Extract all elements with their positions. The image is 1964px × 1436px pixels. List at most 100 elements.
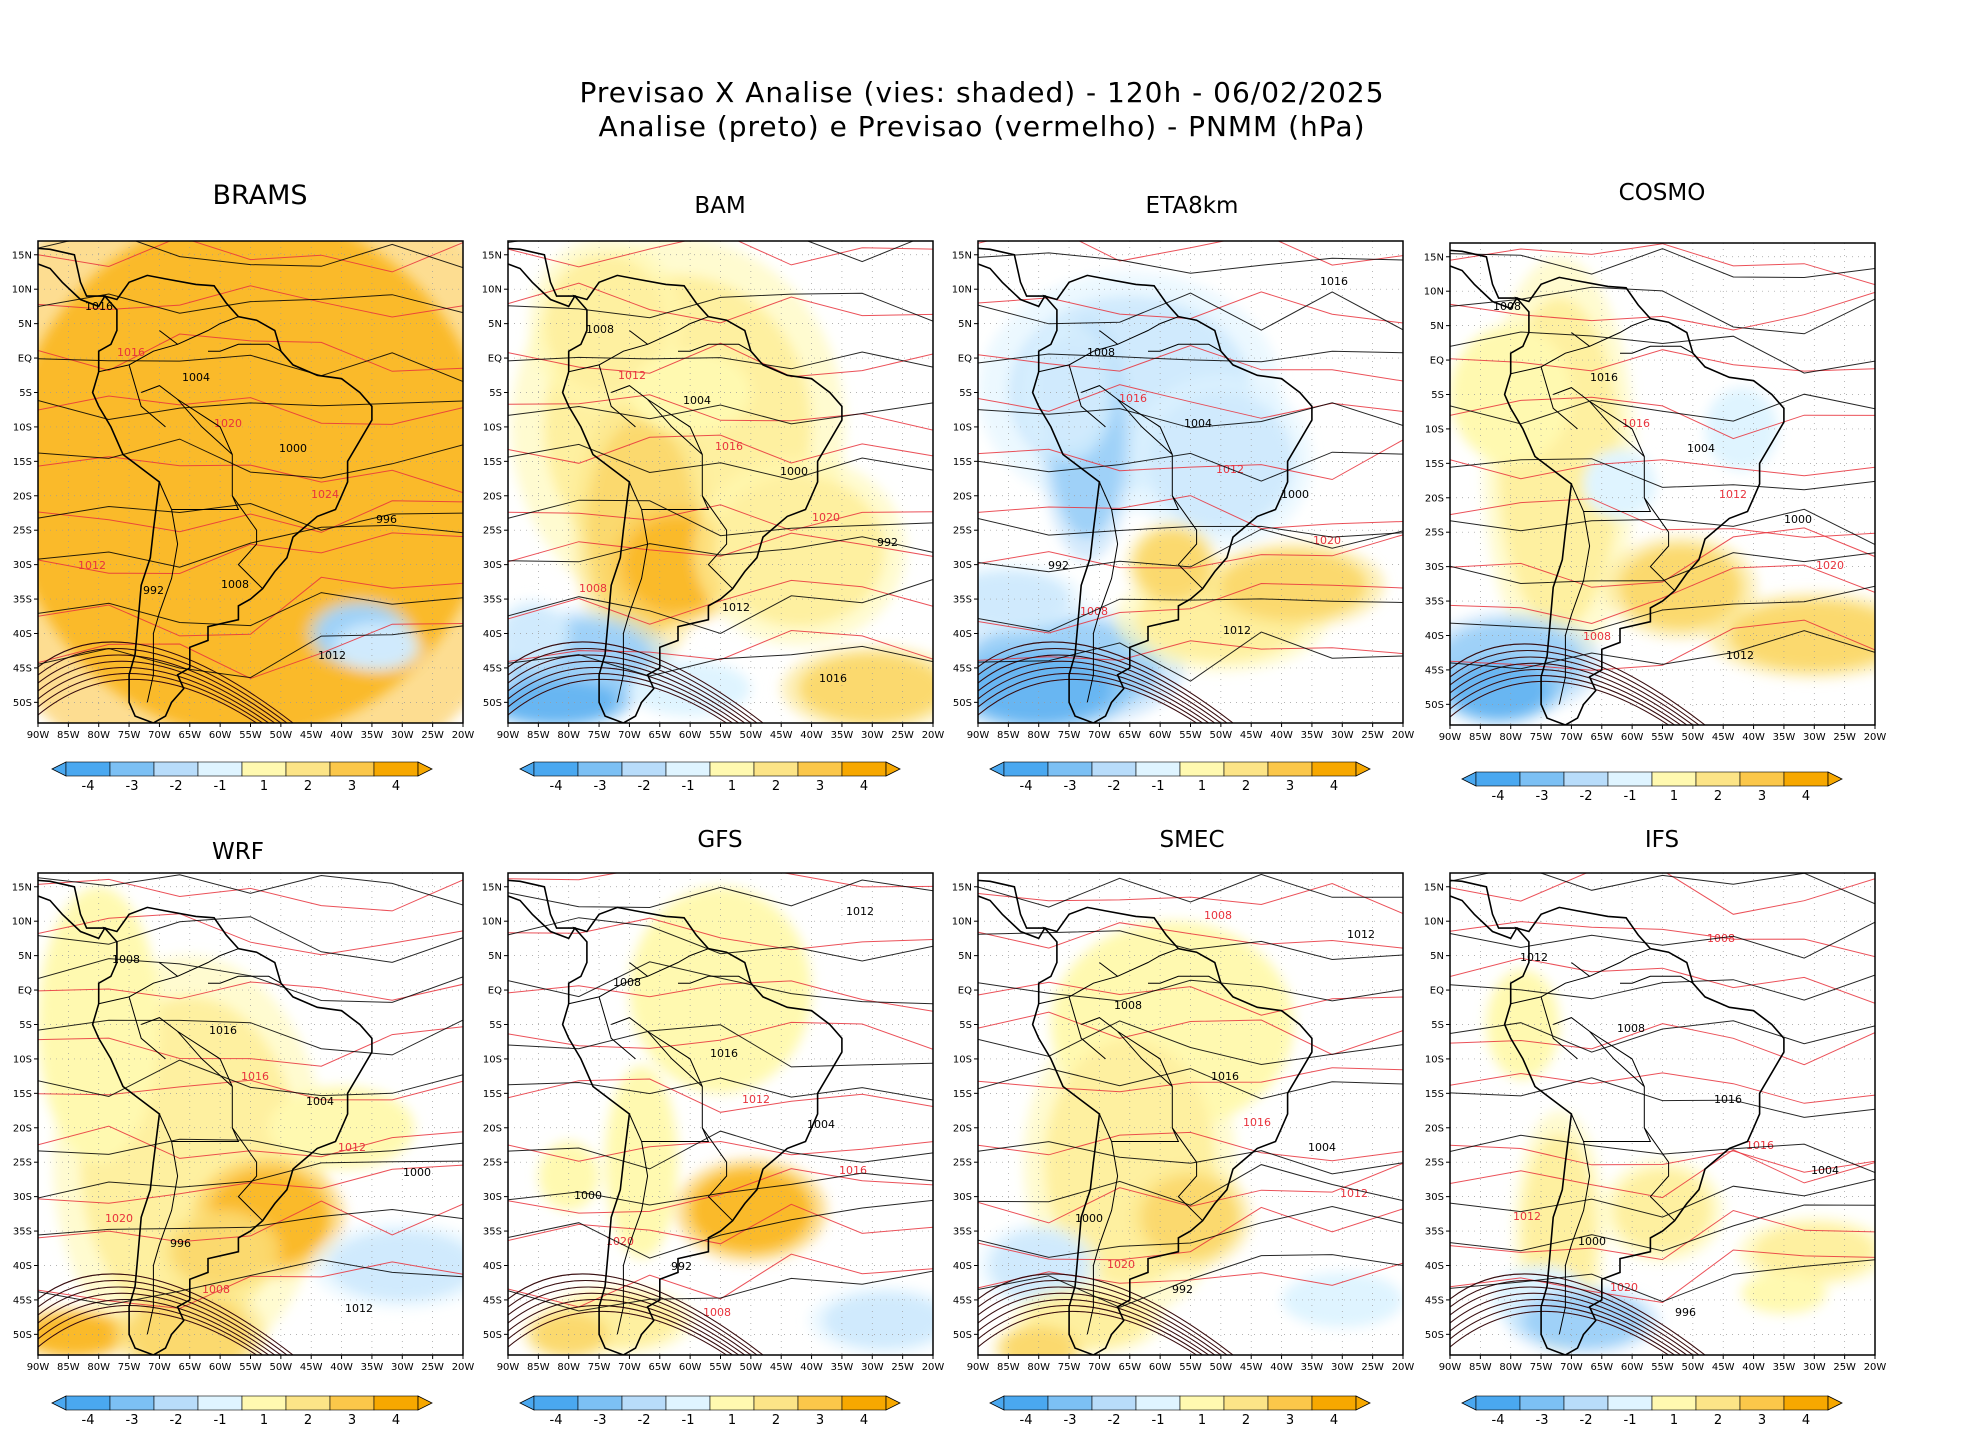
lon-label: 25W (891, 1362, 914, 1373)
isobar (978, 1292, 1216, 1355)
isobar (38, 1286, 282, 1355)
isobar (38, 285, 463, 318)
colorbar-bin (1003, 1395, 1049, 1411)
lon-label: 50W (270, 730, 293, 741)
colorbar-tick: -1 (1152, 779, 1165, 794)
lat-label: 35S (483, 595, 502, 606)
lat-label: 25S (13, 1158, 32, 1169)
lon-label: 35W (1773, 1362, 1796, 1373)
lat-label: 50S (13, 1330, 32, 1341)
colorbar-tick: -3 (1064, 779, 1077, 794)
country-border (611, 385, 733, 590)
lat-label: 5N (488, 951, 502, 962)
map-panel-eta8km: 1016101210201008101210161008100410009921… (952, 240, 1414, 741)
lon-label: 35W (361, 1362, 384, 1373)
colorbar-tick: -4 (1020, 1413, 1033, 1428)
lon-label: 80W (557, 730, 580, 741)
lon-label: 65W (1590, 732, 1613, 743)
colorbar-bin (1651, 1395, 1697, 1411)
lon-label: 50W (1210, 730, 1233, 741)
isobar-label: 1000 (1578, 1235, 1606, 1248)
lat-label: 5S (489, 388, 502, 399)
lat-label: 35S (13, 595, 32, 606)
colorbar-bin (285, 761, 331, 777)
lon-label: 45W (1712, 1362, 1735, 1373)
panel-title-eta8km: ETA8km (1145, 193, 1239, 219)
colorbar-tick: -4 (550, 779, 563, 794)
isobar (38, 654, 282, 723)
isobar-label: 1008 (1707, 932, 1735, 945)
lat-label: 10S (953, 1054, 972, 1065)
colorbar-tick: 3 (348, 779, 356, 794)
isobar-label: 1012 (1513, 1210, 1541, 1223)
colorbar-tick: 1 (1198, 779, 1206, 794)
panel-title-smec: SMEC (1159, 827, 1225, 853)
lon-label: 45W (300, 730, 323, 741)
isobar-label: 1016 (1590, 371, 1618, 384)
lon-label: 30W (1803, 732, 1826, 743)
isobar (38, 1292, 276, 1355)
colorbar: -4 -3 -2 -1 1 2 3 4 (519, 1395, 901, 1428)
colorbar-bin (665, 761, 711, 777)
isobar (38, 667, 269, 723)
isobar (978, 402, 1403, 429)
isobar-label: 1020 (812, 511, 840, 524)
bias-blob (523, 1308, 615, 1355)
isobar (508, 654, 752, 723)
lon-label: 50W (270, 1362, 293, 1373)
lon-label: 85W (57, 730, 80, 741)
lat-label: 20S (1425, 1123, 1444, 1134)
panel-title-cosmo: COSMO (1618, 180, 1706, 206)
coastline (1031, 906, 1313, 1355)
lon-label: 60W (1621, 1362, 1644, 1373)
colorbar-bin (373, 1395, 419, 1411)
isobar-label: 1016 (1622, 417, 1650, 430)
colorbar-arrow (885, 761, 901, 777)
lon-label: 25W (891, 730, 914, 741)
isobar-label: 1008 (112, 953, 140, 966)
colorbar: -4 -3 -2 -1 1 2 3 4 (51, 761, 433, 794)
lat-label: 40S (1425, 631, 1444, 642)
lon-label: 40W (1270, 730, 1293, 741)
isobar (508, 504, 933, 532)
lat-label: 35S (13, 1227, 32, 1238)
lon-label: 50W (1210, 1362, 1233, 1373)
lat-label: 40S (953, 629, 972, 640)
isobar (38, 532, 463, 575)
country-border (647, 1031, 703, 1087)
isobar (508, 679, 727, 723)
country-border (1558, 483, 1591, 705)
country-border (1148, 975, 1222, 984)
country-border (1099, 948, 1179, 977)
colorbar: -4 -3 -2 -1 1 2 3 4 (51, 1395, 433, 1428)
country-border (177, 399, 233, 455)
lon-label: 45W (300, 1362, 323, 1373)
coastline (91, 906, 373, 1355)
colorbar-arrow (417, 761, 433, 777)
country-border (1148, 1127, 1180, 1142)
lat-label: 10S (953, 422, 972, 433)
isobar (978, 882, 1403, 914)
isobar (978, 660, 1216, 723)
isobar (978, 1254, 1403, 1308)
colorbar-tick: -2 (170, 779, 183, 794)
isobar (978, 582, 1403, 634)
colorbar-tick: 3 (816, 779, 824, 794)
lon-label: 75W (588, 730, 611, 741)
colorbar-bin (197, 1395, 243, 1411)
colorbar-tick: -2 (1580, 1413, 1593, 1428)
colorbar-bin (533, 1395, 579, 1411)
isobar (508, 648, 758, 723)
bias-blob (1601, 1158, 1724, 1263)
lat-label: 30S (953, 1192, 972, 1203)
lon-label: 35W (361, 730, 384, 741)
lon-label: 65W (178, 1362, 201, 1373)
lon-label: 70W (1560, 732, 1583, 743)
isobar (508, 499, 933, 537)
isobar-label: 1016 (819, 672, 847, 685)
lon-label: 70W (148, 730, 171, 741)
country-border (678, 1127, 710, 1142)
isobar (38, 1280, 288, 1355)
colorbar-tick: -3 (126, 1413, 139, 1428)
isobar (978, 1273, 1234, 1355)
